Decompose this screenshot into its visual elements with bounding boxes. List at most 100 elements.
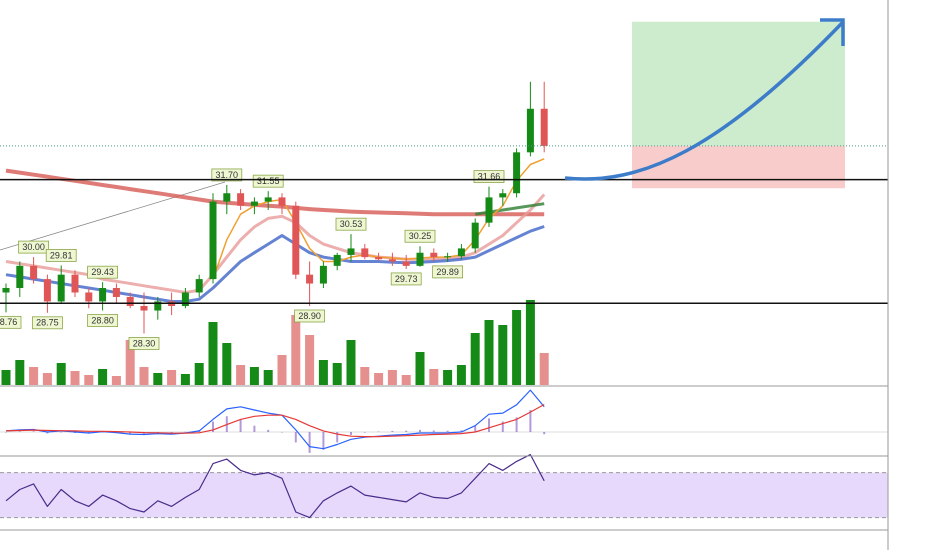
price-annotation-box — [32, 316, 63, 330]
candle-body — [526, 108, 534, 153]
price-annotation: 29.89 — [436, 267, 459, 277]
volume-bar — [56, 363, 66, 385]
volume-bar — [277, 355, 287, 385]
histogram-bar — [60, 431, 63, 433]
histogram-bar — [419, 429, 421, 432]
volume-bar — [139, 367, 149, 385]
volume-bar — [415, 352, 425, 385]
price-annotation-box — [390, 272, 422, 286]
candle-body — [319, 265, 327, 284]
price-pane: 28.76 30.00 28.75 29.81 28.80 29.43 28.30 31.70… — [0, 21, 888, 385]
price-annotation-box — [211, 168, 243, 182]
candle-body — [43, 279, 51, 302]
price-annotation: 28.90 — [298, 311, 321, 321]
histogram-bar — [281, 431, 283, 433]
candle-body — [444, 256, 452, 258]
rsi-band — [0, 472, 888, 518]
volume-bar — [332, 363, 342, 385]
trend-line — [0, 181, 226, 251]
projection-arrow — [564, 20, 845, 181]
volume-bar — [70, 371, 80, 385]
candle-body — [347, 248, 355, 255]
volume-bar — [222, 343, 232, 385]
candle-body — [471, 222, 479, 249]
histogram-bar — [322, 431, 325, 450]
candle-body — [457, 248, 465, 257]
volume-bar — [180, 374, 190, 385]
volume-bar — [111, 376, 121, 385]
histogram-bar — [488, 418, 490, 432]
price-annotation: 31.70 — [216, 170, 239, 180]
volume-bar — [236, 365, 246, 385]
histogram-bar — [501, 421, 504, 432]
stop-zone — [632, 145, 845, 189]
volume-bar — [443, 370, 453, 385]
histogram-bar — [391, 430, 394, 432]
histogram-bar — [18, 431, 21, 432]
candle-body — [264, 197, 272, 202]
volume-bar — [208, 322, 218, 385]
candle-body — [99, 287, 107, 302]
candle-body — [85, 292, 93, 302]
volume-bar — [263, 370, 273, 385]
histogram-bar — [515, 417, 518, 432]
histogram-bar — [446, 430, 449, 432]
price-annotation-box — [87, 265, 118, 279]
price-annotation-box — [252, 174, 284, 188]
volume-bar — [401, 375, 411, 385]
candle-body — [499, 193, 507, 198]
price-annotation: 30.25 — [409, 231, 432, 241]
price-annotation: 29.81 — [50, 250, 73, 260]
candle-body — [57, 274, 65, 302]
candle-body — [402, 261, 410, 266]
volume-bar — [153, 373, 163, 385]
price-annotation: 31.55 — [257, 176, 280, 186]
price-annotation: 30.53 — [340, 219, 363, 229]
volume-bar — [249, 367, 259, 385]
volume-bar — [470, 333, 480, 385]
price-annotation: 29.73 — [395, 274, 418, 284]
candle-body — [388, 259, 396, 262]
candle-body — [361, 248, 369, 258]
volume-bar — [318, 360, 328, 385]
volume-bar — [29, 367, 39, 385]
histogram-bar — [32, 431, 35, 432]
candle-body — [2, 287, 10, 293]
histogram-bar — [460, 430, 463, 432]
candle-body — [16, 265, 24, 288]
indicator-line — [5, 403, 545, 438]
histogram-bar — [363, 431, 366, 433]
volume-bar — [429, 369, 439, 385]
candle-body — [140, 305, 148, 311]
price-annotation-box — [294, 309, 326, 323]
volume-bar — [484, 320, 494, 385]
candle-body — [181, 292, 189, 306]
volume-bar — [1, 370, 11, 385]
candle-body — [430, 252, 438, 258]
indicator-line — [5, 168, 545, 217]
histogram-bar — [294, 431, 297, 443]
price-annotation-box — [128, 337, 160, 350]
volume-bar — [360, 367, 370, 385]
volume-bar — [498, 325, 508, 385]
indicator-panes — [0, 389, 888, 519]
projection-arrow-head — [820, 18, 845, 46]
candle-body — [513, 152, 521, 194]
histogram-bar — [308, 431, 311, 453]
histogram-bar — [46, 431, 49, 434]
price-annotation-box — [335, 217, 367, 231]
target-zone — [632, 21, 845, 146]
candle-body — [306, 274, 314, 284]
volume-bar — [167, 370, 177, 385]
volume-bar — [42, 373, 52, 385]
candle-body — [540, 108, 548, 146]
histogram-bar — [529, 409, 532, 432]
price-annotation-box — [0, 315, 22, 329]
candle-body — [333, 254, 341, 266]
price-annotation: 28.76 — [0, 317, 17, 327]
candle-body — [71, 274, 79, 293]
candle-body — [278, 197, 286, 206]
indicator-line — [5, 454, 545, 519]
volume-bar — [374, 373, 384, 385]
volume-bar — [539, 352, 549, 385]
